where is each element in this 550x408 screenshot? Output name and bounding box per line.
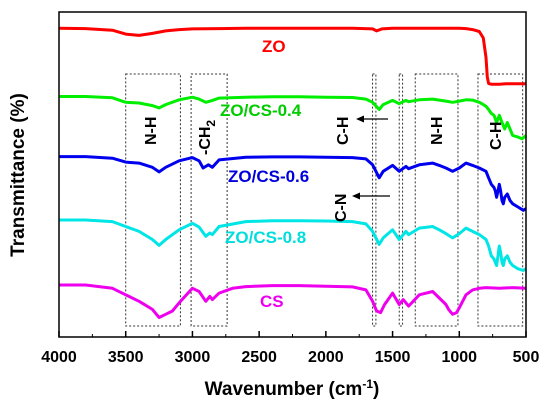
x-tick-label-1000: 1000 <box>441 349 477 366</box>
annotation-ch2-main: -CH <box>197 127 214 155</box>
x-tick-label-3500: 3500 <box>108 349 144 366</box>
series-label-zo-cs-0-6: ZO/CS-0.6 <box>228 167 309 186</box>
x-tick-label-2500: 2500 <box>241 349 277 366</box>
arrow-cn-head <box>352 192 360 200</box>
series-label-zo: ZO <box>262 37 286 56</box>
series-line-zo <box>58 26 526 86</box>
x-tick-label-4000: 4000 <box>41 349 77 366</box>
series-layer <box>58 26 527 319</box>
series-line-cs <box>59 283 527 319</box>
highlight-regions <box>125 73 524 327</box>
x-axis: 4000 3500 3000 2500 2000 1500 1000 500 <box>41 331 539 366</box>
highlight-region-3 <box>398 73 404 327</box>
y-axis-title: Transmittance (%) <box>8 93 29 257</box>
annotation-nh-left: N-H <box>143 117 160 145</box>
series-labels: ZO ZO/CS-0.4 ZO/CS-0.6 ZO/CS-0.8 CS <box>220 37 309 311</box>
annotation-nh-right: N-H <box>429 117 446 145</box>
series-line-zo-cs-0-6 <box>59 155 527 212</box>
peak-annotations: N-H -CH2 C-H C-N N-H C-H <box>143 115 505 222</box>
series-label-zo-cs-0-8: ZO/CS-0.8 <box>225 228 306 247</box>
x-tick-label-2000: 2000 <box>308 349 344 366</box>
x-axis-title: Wavenumber (cm-1) <box>205 377 380 400</box>
annotation-ch2: -CH2 <box>197 120 218 155</box>
highlight-region-4 <box>414 73 459 327</box>
x-tick-label-1500: 1500 <box>375 349 411 366</box>
annotation-cn: C-N <box>333 194 350 222</box>
annotation-ch-right: C-H <box>488 122 505 150</box>
x-tick-label-500: 500 <box>513 349 540 366</box>
highlight-region-0 <box>125 73 181 327</box>
series-label-zo-cs-0-4: ZO/CS-0.4 <box>220 101 302 120</box>
annotation-ch2-sub: 2 <box>204 120 218 127</box>
arrow-ch-head <box>356 115 364 123</box>
highlight-region-2 <box>372 73 377 327</box>
x-tick-label-3000: 3000 <box>175 349 211 366</box>
annotation-ch-mid: C-H <box>335 117 352 145</box>
series-label-cs: CS <box>260 292 284 311</box>
series-line-zo-cs-0-4 <box>59 95 527 141</box>
series-line-zo-cs-0-8 <box>59 218 527 272</box>
